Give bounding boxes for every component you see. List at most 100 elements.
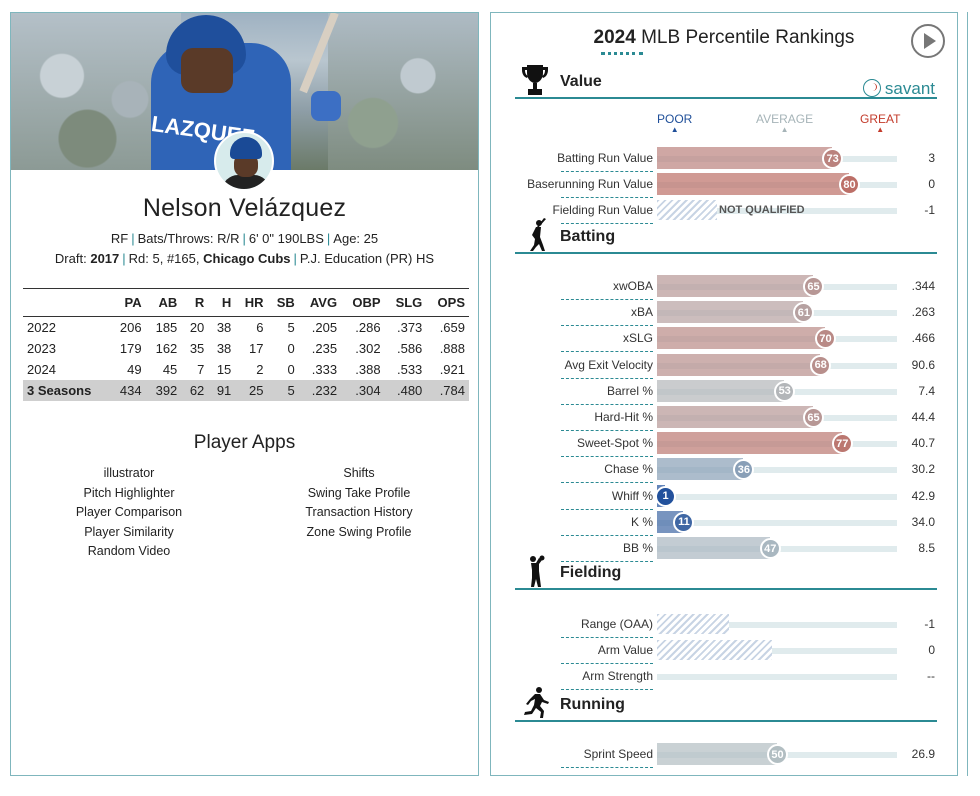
percentile-badge[interactable]: 65: [803, 407, 824, 428]
percentile-row[interactable]: Baserunning Run Value 80 0: [491, 173, 957, 199]
percentile-badge[interactable]: 36: [733, 459, 755, 481]
percentile-bar: [657, 301, 804, 324]
percentile-row[interactable]: Sweet-Spot % 77 40.7: [491, 432, 957, 458]
metric-label: Hard-Hit %: [594, 410, 653, 424]
not-qualified-label: NOT QUALIFIED: [719, 204, 805, 217]
percentile-badge[interactable]: 1: [655, 485, 676, 507]
stats-col-header: OBP: [341, 288, 385, 317]
percentile-badge[interactable]: 65: [803, 276, 824, 297]
percentile-badge[interactable]: 61: [793, 302, 815, 324]
baseball-icon: [862, 79, 881, 97]
percentile-row[interactable]: Range (OAA) -1: [491, 613, 957, 638]
stats-total-row: 3 Seasons 434 392 62 91 25 5.232.304.480.784: [23, 379, 469, 401]
stats-col-header: HR: [235, 288, 268, 317]
percentile-track: [657, 519, 897, 526]
percentile-badge[interactable]: 68: [810, 354, 832, 376]
percentile-badge[interactable]: 80: [839, 174, 860, 196]
stats-row: 2023 179 162 35 38 17 0 .235 .302 .586 .888: [23, 338, 469, 359]
percentile-track: [657, 493, 897, 500]
stats-cell: 2: [256, 361, 264, 377]
stats-cell: 162: [155, 340, 178, 356]
stats-col-header: [23, 288, 110, 317]
percentile-row[interactable]: Hard-Hit % 65 44.4: [491, 406, 957, 431]
percentile-row[interactable]: Avg Exit Velocity 68 90.6: [491, 353, 957, 379]
stats-cell: 91: [208, 379, 236, 401]
percentile-badge[interactable]: 73: [822, 148, 844, 169]
player-app-link[interactable]: Random Video: [87, 544, 171, 558]
stats-col-header: SLG: [384, 288, 427, 317]
metric-value: 0: [928, 177, 935, 192]
percentile-row[interactable]: xSLG 70 .466: [491, 327, 957, 353]
percentile-track: [657, 648, 897, 655]
player-apps-title: Player Apps: [193, 432, 296, 453]
stats-cell: 7: [197, 361, 205, 377]
percentile-bar: [657, 432, 842, 455]
metric-label: BB %: [622, 541, 653, 555]
percentile-row[interactable]: Arm Strength --: [491, 665, 957, 691]
player-app-link[interactable]: Player Similarity: [84, 524, 174, 539]
percentile-row[interactable]: Arm Value 0: [491, 639, 957, 665]
percentile-row[interactable]: BB % 47 8.5: [491, 537, 957, 562]
percentile-badge[interactable]: 11: [673, 511, 695, 533]
section-value: Value: [515, 63, 937, 99]
stats-cell: .232: [298, 379, 342, 401]
stats-cell: .373: [396, 319, 423, 335]
metric-value: 0: [928, 643, 935, 658]
stats-cell: .533: [396, 361, 423, 377]
stats-cell: .888: [439, 340, 465, 356]
player-app-link[interactable]: Swing Take Profile: [307, 485, 411, 500]
metric-value: .466: [911, 331, 935, 346]
percentile-badge[interactable]: 47: [759, 538, 781, 559]
percentile-row[interactable]: Batting Run Value 73 3: [491, 147, 957, 172]
percentile-badge[interactable]: 70: [815, 328, 836, 350]
career-stats-table: PA AB R H HR SB AVG OBP SLG OPS 2022 206 185 20 38 6 5.…: [23, 288, 469, 401]
percentile-row[interactable]: K % 11 34.0: [491, 510, 957, 536]
metric-label: Barrel %: [606, 383, 653, 398]
percentile-row[interactable]: Barrel % 53 7.4: [491, 379, 957, 405]
stats-row: 2022 206 185 20 38 6 5 .205 .286 .373 .659: [23, 317, 469, 338]
percentile-bar: [657, 173, 849, 196]
metric-label: xwOBA: [612, 279, 653, 293]
player-app-link[interactable]: illustrator: [103, 466, 155, 480]
metric-value: 7.4: [918, 383, 935, 398]
percentile-row[interactable]: xBA 61 .263: [491, 301, 957, 327]
not-qualified-bar: [657, 200, 717, 221]
stats-cell: .586: [396, 340, 423, 356]
metric-label: Batting Run Value: [557, 151, 653, 165]
percentile-row[interactable]: Whiff % 1 42.9: [491, 484, 957, 510]
stats-cell: .388: [355, 361, 381, 377]
percentile-bar: [657, 379, 785, 402]
player-app-link[interactable]: Zone Swing Profile: [306, 524, 412, 539]
rankings-title: 2024 MLB Percentile Rankings: [593, 27, 855, 48]
stats-cell: .235: [311, 340, 338, 356]
year-selector-underline[interactable]: [601, 52, 643, 55]
percentile-badge[interactable]: 53: [774, 380, 796, 402]
percentile-bar: [657, 353, 821, 376]
savant-logo[interactable]: savant: [862, 79, 935, 99]
stats-cell: 2024: [27, 361, 56, 377]
player-name: Nelson Velázquez: [142, 194, 347, 222]
player-app-link[interactable]: Player Comparison: [75, 505, 183, 519]
metric-value: 8.5: [918, 541, 935, 555]
stats-col-header: OPS: [426, 288, 469, 317]
player-app-link[interactable]: Shifts: [343, 466, 375, 480]
percentile-row[interactable]: Fielding Run Value NOT QUALIFIED -1: [491, 199, 957, 225]
percentile-badge[interactable]: 77: [831, 433, 853, 455]
percentile-row[interactable]: Chase % 36 30.2: [491, 458, 957, 484]
stats-cell: 25: [235, 379, 268, 401]
player-app-link[interactable]: Pitch Highlighter: [83, 485, 175, 500]
percentile-row[interactable]: Sprint Speed 50 26.9: [491, 743, 957, 768]
stats-cell: 6: [256, 319, 264, 335]
metric-value: 3: [928, 151, 935, 165]
metric-value: 30.2: [911, 462, 935, 477]
stats-cell: .286: [355, 319, 381, 335]
stats-col-header: R: [181, 288, 209, 317]
stats-cell: .302: [355, 340, 381, 356]
player-bio: RF | Bats/Throws: R/R | 6' 0" 190LBS | Age: 25: [110, 231, 379, 246]
player-app-link[interactable]: Transaction History: [305, 505, 413, 519]
stats-cell: 45: [162, 361, 178, 377]
percentile-badge[interactable]: 50: [767, 744, 788, 765]
metric-label: K %: [630, 514, 653, 529]
percentile-row[interactable]: xwOBA 65 .344: [491, 275, 957, 300]
play-icon[interactable]: [911, 24, 945, 58]
